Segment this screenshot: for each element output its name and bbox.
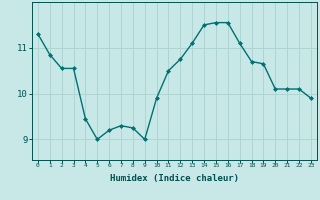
X-axis label: Humidex (Indice chaleur): Humidex (Indice chaleur) <box>110 174 239 183</box>
